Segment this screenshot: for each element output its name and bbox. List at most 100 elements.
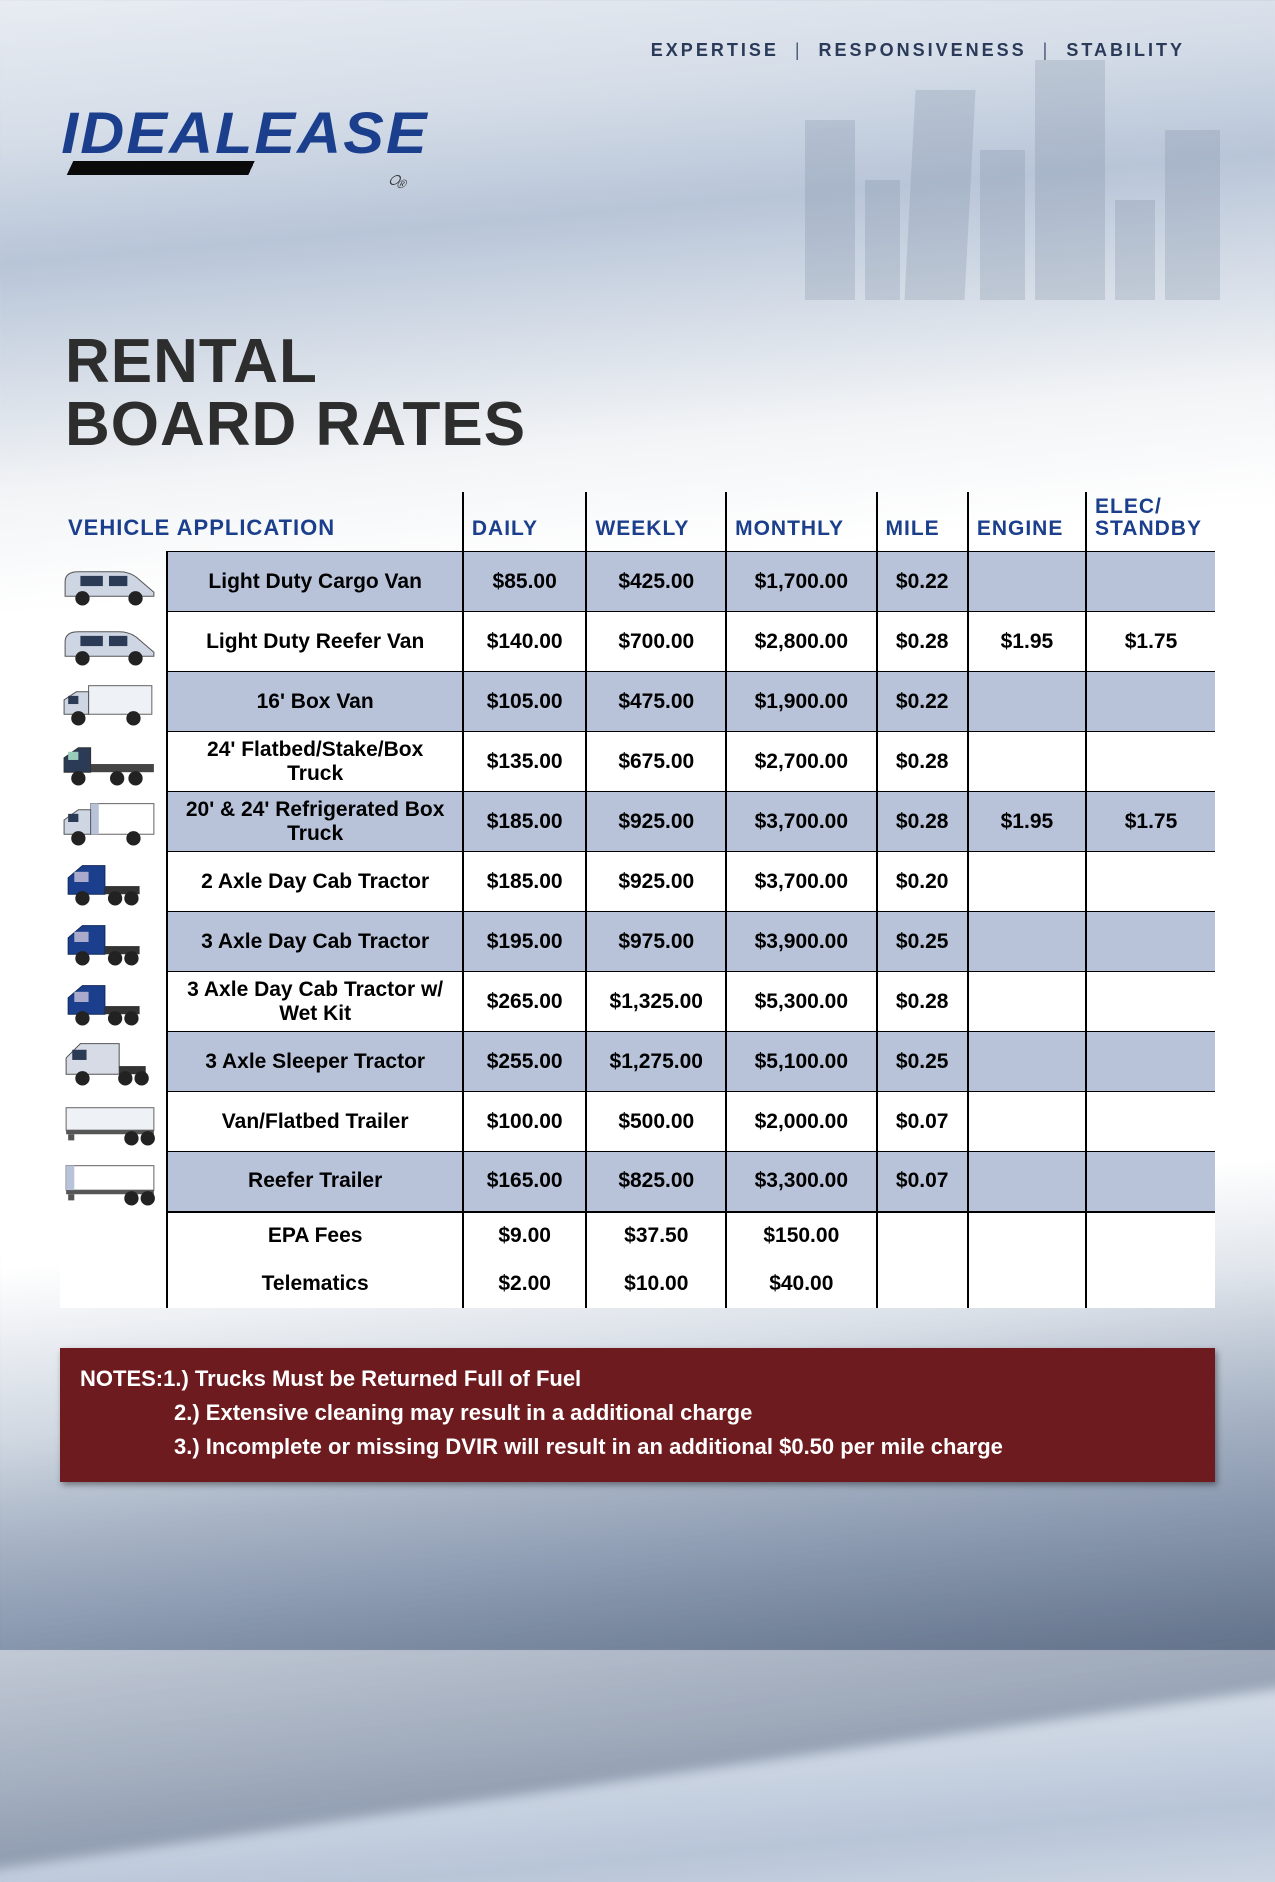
cell-weekly: $925.00 [586,852,726,912]
cell-weekly: $700.00 [586,612,726,672]
cell-standby [1086,972,1215,1032]
col-daily: DAILY [463,492,587,552]
cell-weekly: $675.00 [586,732,726,792]
vehicle-icon-cell [60,1212,167,1260]
vehicle-icon [60,1033,160,1091]
col-standby: ELEC/ STANDBY [1086,492,1215,552]
cell-mile [877,1212,968,1260]
cell-daily: $165.00 [463,1152,587,1212]
cell-daily: $255.00 [463,1032,587,1092]
cell-engine: $1.95 [968,612,1086,672]
tagline-part: RESPONSIVENESS [819,40,1027,60]
vehicle-icon [60,853,160,911]
cell-application: Light Duty Cargo Van [167,552,462,612]
vehicle-icon [60,553,160,611]
table-header-row: VEHICLE APPLICATION DAILY WEEKLY MONTHLY… [60,492,1215,552]
cell-standby [1086,1092,1215,1152]
cell-daily: $195.00 [463,912,587,972]
cell-daily: $135.00 [463,732,587,792]
cell-weekly: $825.00 [586,1152,726,1212]
cell-mile: $0.07 [877,1092,968,1152]
vehicle-icon [60,913,160,971]
cell-application: 24' Flatbed/Stake/Box Truck [167,732,462,792]
col-vehicle-application: VEHICLE APPLICATION [60,492,463,552]
cell-monthly: $2,800.00 [726,612,876,672]
col-monthly: MONTHLY [726,492,876,552]
cell-engine [968,1212,1086,1260]
table-row: 3 Axle Sleeper Tractor $255.00 $1,275.00… [60,1032,1215,1092]
cell-monthly: $3,900.00 [726,912,876,972]
table-row: 16' Box Van $105.00 $475.00 $1,900.00 $0… [60,672,1215,732]
cell-engine [968,672,1086,732]
cell-weekly: $500.00 [586,1092,726,1152]
cell-standby [1086,1260,1215,1308]
cell-daily: $100.00 [463,1092,587,1152]
cell-monthly: $2,700.00 [726,732,876,792]
table-row: Telematics $2.00 $10.00 $40.00 [60,1260,1215,1308]
title-line: RENTAL [65,330,526,393]
cell-engine [968,912,1086,972]
vehicle-icon-cell [60,1152,167,1212]
cell-application: Reefer Trailer [167,1152,462,1212]
logo-swoosh-icon: ® [67,161,404,175]
col-engine: ENGINE [968,492,1086,552]
cell-engine [968,732,1086,792]
vehicle-icon [60,1153,160,1211]
cell-daily: $185.00 [463,852,587,912]
cell-monthly: $2,000.00 [726,1092,876,1152]
cell-mile: $0.22 [877,552,968,612]
vehicle-icon-cell [60,1260,167,1308]
notes-label: NOTES: [80,1366,163,1391]
table-row: Light Duty Cargo Van $85.00 $425.00 $1,7… [60,552,1215,612]
cell-mile: $0.25 [877,912,968,972]
cell-mile: $0.28 [877,732,968,792]
tagline-part: STABILITY [1066,40,1185,60]
rates-table: VEHICLE APPLICATION DAILY WEEKLY MONTHLY… [60,492,1215,1308]
cell-application: 3 Axle Day Cab Tractor [167,912,462,972]
cell-engine [968,852,1086,912]
vehicle-icon [60,1093,160,1151]
cell-standby: $1.75 [1086,792,1215,852]
vehicle-icon-cell [60,912,167,972]
cell-engine [968,1152,1086,1212]
title-line: BOARD RATES [65,393,526,456]
cell-standby [1086,1032,1215,1092]
table-row: Van/Flatbed Trailer $100.00 $500.00 $2,0… [60,1092,1215,1152]
cell-daily: $9.00 [463,1212,587,1260]
table-row: 3 Axle Day Cab Tractor $195.00 $975.00 $… [60,912,1215,972]
cell-mile: $0.28 [877,972,968,1032]
table-row: 3 Axle Day Cab Tractor w/ Wet Kit $265.0… [60,972,1215,1032]
cell-application: Light Duty Reefer Van [167,612,462,672]
cell-standby [1086,912,1215,972]
table-row: Reefer Trailer $165.00 $825.00 $3,300.00… [60,1152,1215,1212]
cell-standby [1086,552,1215,612]
cell-daily: $140.00 [463,612,587,672]
vehicle-icon-cell [60,732,167,792]
vehicle-icon-cell [60,972,167,1032]
notes-box: NOTES:1.) Trucks Must be Returned Full o… [60,1348,1215,1482]
cell-monthly: $1,900.00 [726,672,876,732]
vehicle-icon [60,673,160,731]
table-row: 20' & 24' Refrigerated Box Truck $185.00… [60,792,1215,852]
vehicle-icon-cell [60,672,167,732]
cell-weekly: $10.00 [586,1260,726,1308]
cell-standby [1086,852,1215,912]
vehicle-icon-cell [60,552,167,612]
vehicle-icon-cell [60,852,167,912]
cell-application: Telematics [167,1260,462,1308]
cell-application: 3 Axle Sleeper Tractor [167,1032,462,1092]
cell-mile: $0.22 [877,672,968,732]
cell-engine [968,1092,1086,1152]
vehicle-icon-cell [60,792,167,852]
cell-mile: $0.28 [877,612,968,672]
cell-daily: $105.00 [463,672,587,732]
cell-monthly: $1,700.00 [726,552,876,612]
cell-daily: $85.00 [463,552,587,612]
cell-monthly: $5,300.00 [726,972,876,1032]
cell-daily: $265.00 [463,972,587,1032]
cell-engine [968,1032,1086,1092]
cell-application: 3 Axle Day Cab Tractor w/ Wet Kit [167,972,462,1032]
vehicle-icon [60,793,160,851]
cell-monthly: $3,300.00 [726,1152,876,1212]
logo-text: IDEALEASE [61,100,428,167]
